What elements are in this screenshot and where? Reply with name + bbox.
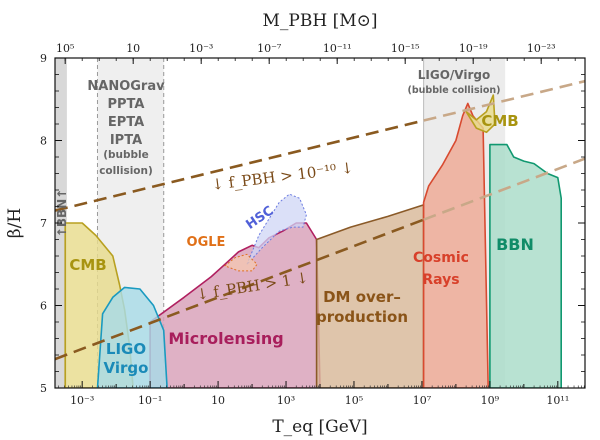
- fpbh-1e-10-line: [55, 119, 424, 212]
- cosmic-rays-region: [422, 102, 489, 388]
- ogle-region: [224, 253, 258, 272]
- x-tick-label: 10³: [277, 394, 295, 407]
- ligo-virgo-band-label-line: LIGO/Virgo: [418, 68, 491, 82]
- microlensing-region-label-line: Microlensing: [168, 329, 283, 348]
- dm-overproduction-region-label-line: production: [316, 308, 408, 326]
- x-tick-label: 10⁵: [345, 394, 363, 407]
- ligo-virgo-region-label-line: Virgo: [104, 359, 149, 377]
- bbn-region-label-line: BBN: [496, 235, 534, 254]
- ligo-virgo-region: [96, 286, 168, 388]
- nanograv-band-label: NANOGrav PPTA EPTA IPTA(bubble collision): [87, 79, 165, 177]
- y-tick-label: 9: [40, 52, 47, 65]
- x-tick-label: 10¹¹: [546, 394, 569, 407]
- ogle-region-label-line: OGLE: [187, 235, 226, 250]
- bbn-region-label: BBN: [496, 235, 534, 254]
- cosmic-rays-region-label: Cosmic Rays: [413, 250, 469, 288]
- x-tick-label: 10⁹: [481, 394, 500, 407]
- dm-overproduction-region-label-line: DM over–: [323, 288, 401, 306]
- x-tick-label: 10⁻¹: [138, 394, 162, 407]
- y-tick-label: 5: [40, 382, 47, 395]
- top-tick-label: 10⁻¹⁹: [459, 42, 488, 55]
- cosmic-rays-region-label-line: Cosmic: [413, 250, 469, 266]
- cmb-left-region-label: CMB: [69, 256, 106, 274]
- top-tick-label: 10⁻¹¹: [323, 42, 352, 55]
- fpbh-1e-10-line-label: ↓ f_PBH > 10⁻¹⁰ ↓: [210, 159, 354, 194]
- ligo-virgo-region-label-line: LIGO: [106, 340, 146, 358]
- y-tick-label: 7: [40, 217, 47, 230]
- top-tick-label: 10⁻¹⁵: [391, 42, 420, 55]
- cosmic-rays-region-label-line: Rays: [422, 272, 459, 288]
- top-axis-title: M_PBH [M⊙]: [263, 11, 378, 31]
- dm-overproduction-region-label: DM over– production: [316, 288, 408, 326]
- ligo-virgo-band-label-line: (bubble collision): [408, 85, 501, 96]
- nanograv-band-label-line: (bubble: [103, 149, 149, 161]
- cmb-right-region-label: CMB: [481, 112, 518, 130]
- cmb-left-region-label-line: CMB: [69, 256, 106, 274]
- top-tick-label: 10⁻³: [189, 42, 213, 55]
- nanograv-band-label-line: EPTA: [108, 115, 144, 130]
- nanograv-band-label-line: NANOGrav: [87, 79, 165, 94]
- x-tick-label: 10: [211, 394, 225, 407]
- microlensing-region: [149, 222, 321, 388]
- hsc-region: [246, 193, 307, 265]
- top-tick-label: 10: [126, 42, 140, 55]
- nanograv-band-label-line: PPTA: [108, 97, 145, 112]
- bbn-region: [489, 143, 562, 388]
- cmb-right-region: [465, 94, 496, 134]
- ligo-virgo-band-label: LIGO/Virgo (bubble collision): [408, 68, 501, 96]
- top-tick-label: 10⁵: [56, 42, 74, 55]
- fpbh-1e-10-line-faded: [423, 79, 585, 122]
- x-axis-title: T_eq [GeV]: [272, 417, 367, 437]
- y-tick-label: 8: [40, 135, 47, 148]
- microlensing-region-label: Microlensing: [168, 329, 283, 348]
- nanograv-band-label-line: collision): [99, 165, 153, 177]
- fpbh-1-line-faded: [423, 157, 585, 221]
- ogle-region-label: OGLE: [187, 235, 226, 250]
- nanograv-band-label-line: IPTA: [110, 133, 142, 148]
- x-tick-label: 10⁻³: [70, 394, 94, 407]
- bbn-band-label: ↑BBN↑: [55, 189, 69, 237]
- y-axis-title: β/H: [5, 208, 25, 238]
- fpbh-1-line: [55, 218, 425, 361]
- cmb-right-region-label-line: CMB: [481, 112, 518, 130]
- top-tick-label: 10⁻²³: [527, 42, 556, 55]
- x-tick-label: 10⁷: [413, 394, 432, 407]
- y-tick-label: 6: [40, 300, 47, 313]
- top-tick-label: 10⁻⁷: [257, 42, 282, 55]
